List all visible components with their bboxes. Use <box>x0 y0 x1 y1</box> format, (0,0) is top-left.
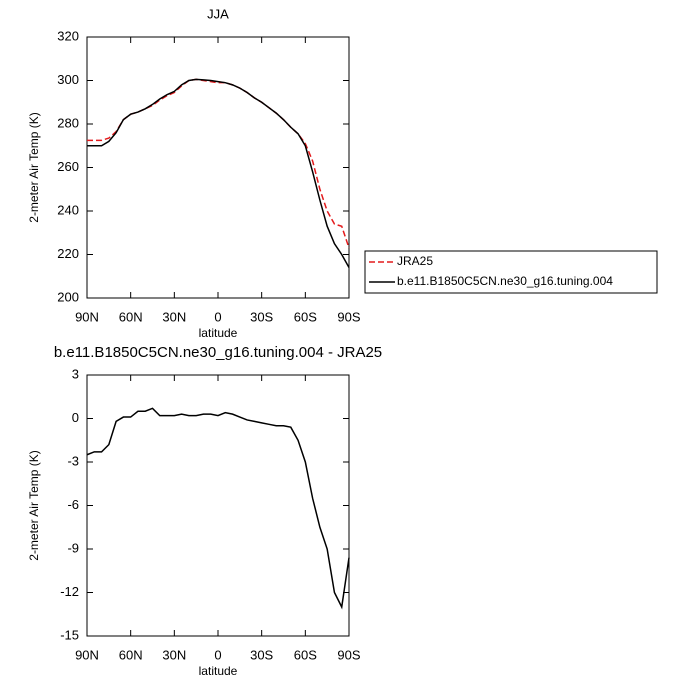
y-tick-label: 320 <box>57 28 79 43</box>
y-tick-label: 0 <box>72 410 79 425</box>
y-axis-label: 2-meter Air Temp (K) <box>27 112 41 222</box>
plot-frame <box>86 36 350 299</box>
chart-title: JJA <box>207 6 229 21</box>
y-axis-label: 2-meter Air Temp (K) <box>27 450 41 560</box>
x-tick-label: 60N <box>119 309 143 324</box>
y-tick-label: 280 <box>57 115 79 130</box>
y-tick-label: -12 <box>60 584 79 599</box>
x-tick-label: 60S <box>294 647 317 662</box>
legend-label: b.e11.B1850C5CN.ne30_g16.tuning.004 <box>397 274 613 288</box>
y-tick-label: -15 <box>60 627 79 642</box>
x-tick-label: 0 <box>214 309 221 324</box>
x-tick-label: 90N <box>75 647 99 662</box>
x-tick-label: 30N <box>162 309 186 324</box>
y-tick-label: 220 <box>57 246 79 261</box>
y-tick-label: -9 <box>67 540 79 555</box>
x-tick-label: 0 <box>214 647 221 662</box>
y-tick-label: 260 <box>57 159 79 174</box>
x-tick-label: 30S <box>250 309 273 324</box>
y-tick-label: -3 <box>67 453 79 468</box>
y-tick-label: 3 <box>72 366 79 381</box>
x-tick-label: 60S <box>294 309 317 324</box>
y-tick-label: -6 <box>67 497 79 512</box>
y-tick-label: 240 <box>57 202 79 217</box>
x-tick-label: 90S <box>337 309 360 324</box>
x-tick-label: 30N <box>162 647 186 662</box>
data-line <box>86 407 350 610</box>
data-line <box>87 78 350 268</box>
chart-title: b.e11.B1850C5CN.ne30_g16.tuning.004 - JR… <box>54 344 382 361</box>
x-tick-label: 90S <box>337 647 360 662</box>
y-tick-label: 300 <box>57 72 79 87</box>
legend-box <box>364 250 658 294</box>
y-tick-label: 200 <box>57 289 79 304</box>
x-tick-label: 30S <box>250 647 273 662</box>
plot-frame <box>86 374 350 637</box>
x-axis-label: latitude <box>199 664 238 678</box>
x-tick-label: 90N <box>75 309 99 324</box>
x-axis-label: latitude <box>199 326 238 340</box>
x-tick-label: 60N <box>119 647 143 662</box>
legend-label: JRA25 <box>397 254 433 268</box>
